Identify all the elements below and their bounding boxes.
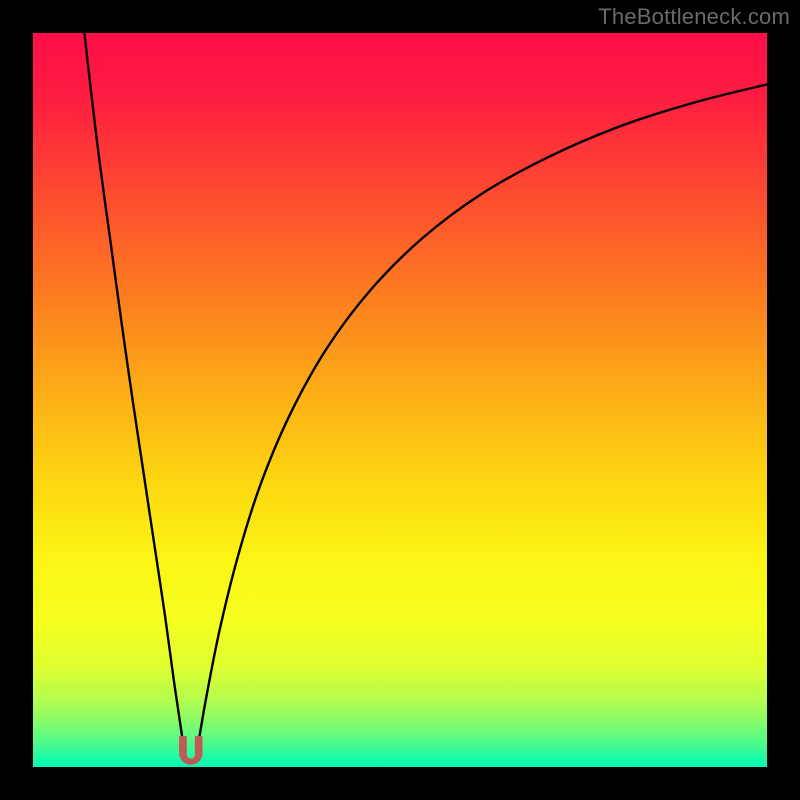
plot-svg xyxy=(33,33,767,767)
plot-panel xyxy=(33,33,767,767)
chart-outer: TheBottleneck.com xyxy=(0,0,800,800)
gradient-background xyxy=(33,33,767,767)
watermark-text: TheBottleneck.com xyxy=(598,4,790,30)
